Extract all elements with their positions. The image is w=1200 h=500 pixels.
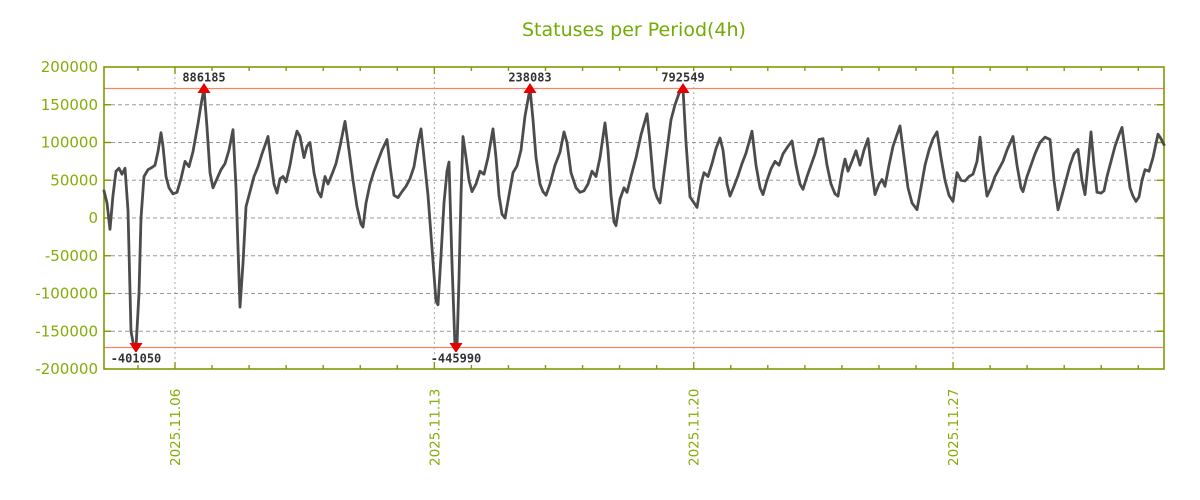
peak-marker-triangle-icon (676, 83, 690, 94)
grid-layer (104, 67, 1164, 369)
y-tick-label: 100000 (41, 134, 98, 152)
markers-layer: 886185 238083 792549 -401050 -445990 (109, 69, 706, 367)
trough-marker-triangle-icon (449, 342, 463, 353)
peak-marker-label: 886185 (182, 71, 225, 85)
x-tick-label: 2025.11.06 (168, 389, 184, 466)
axis-layer (103, 66, 1165, 370)
peak-marker-label: 238083 (508, 71, 551, 85)
trough-marker-label: -401050 (111, 351, 162, 365)
y-tick-label: 50000 (50, 171, 98, 189)
y-tick-label: -100000 (35, 285, 98, 303)
chart-title: Statuses per Period(4h) (522, 19, 746, 41)
y-tick-label: -150000 (35, 322, 98, 340)
x-tick-label: 2025.11.27 (946, 389, 962, 466)
y-tick-label: -50000 (45, 247, 98, 265)
plot-border (103, 66, 1165, 370)
peak-marker-label: 792549 (661, 71, 704, 85)
x-axis-labels: 2025.11.06 2025.11.13 2025.11.20 2025.11… (168, 389, 962, 466)
x-tick-label: 2025.11.13 (427, 389, 443, 466)
series-layer (102, 87, 1166, 349)
y-axis-labels: 200000 150000 100000 50000 0 -50000 -100… (35, 58, 98, 378)
x-tick-label: 2025.11.20 (687, 389, 703, 466)
trough-marker-label: -445990 (431, 351, 482, 365)
trough-marker-triangle-icon (129, 342, 143, 353)
y-tick-label: 0 (88, 209, 98, 227)
limit-lines-layer (104, 87, 1164, 349)
statuses-series-line (102, 87, 1166, 349)
peak-marker-triangle-icon (523, 83, 537, 94)
peak-marker-triangle-icon (197, 83, 211, 94)
y-tick-label: 200000 (41, 58, 98, 76)
y-tick-label: -200000 (35, 360, 98, 378)
y-tick-label: 150000 (41, 96, 98, 114)
